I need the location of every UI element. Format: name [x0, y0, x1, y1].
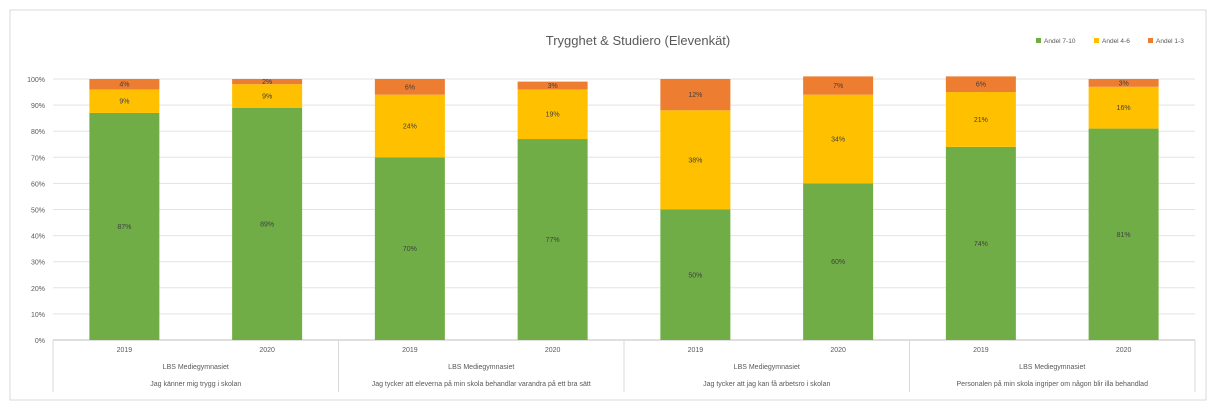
data-label: 6% — [976, 82, 986, 89]
data-label: 6% — [405, 84, 415, 91]
data-label: 9% — [262, 93, 272, 100]
bar-segment — [660, 110, 731, 210]
y-tick-label: 10% — [31, 312, 45, 319]
data-label: 38% — [688, 157, 702, 164]
bar-segment — [803, 76, 874, 95]
bar-segment — [1088, 128, 1159, 340]
data-label: 12% — [688, 92, 702, 99]
data-label: 19% — [546, 112, 560, 119]
data-label: 70% — [403, 246, 417, 253]
data-label: 50% — [688, 272, 702, 279]
bar-segment — [89, 89, 160, 113]
x-tick-label: 2019 — [402, 347, 418, 354]
question-label: Jag tycker att jag kan få arbetsro i sko… — [703, 380, 830, 388]
x-tick-label: 2020 — [1116, 347, 1132, 354]
bar-segment — [945, 146, 1016, 340]
bar-segment — [232, 84, 303, 108]
chart-border — [9, 9, 1207, 401]
data-label: 3% — [1119, 80, 1129, 87]
data-label: 9% — [119, 99, 129, 106]
y-tick-label: 40% — [31, 234, 45, 241]
x-axis: 2019 2020 LBS Mediegymnasiet Jag känner mig… — [52, 340, 1196, 392]
data-label: 7% — [833, 83, 843, 90]
data-label: 74% — [974, 241, 988, 248]
legend-swatch — [1036, 38, 1041, 43]
bar-segment — [517, 89, 588, 140]
y-tick-label: 100% — [27, 77, 45, 84]
bar-segment — [945, 92, 1016, 147]
legend-label: Andel 1-3 — [1156, 38, 1184, 45]
bars: 87% 9% 4% 89% 9% 2% 70% 24% 6% 77% 19% 3% 50% 38% 12% 6… — [89, 76, 1159, 341]
bar-segment — [803, 183, 874, 340]
bar-segment — [803, 94, 874, 184]
data-label: 4% — [119, 82, 129, 89]
chart-title: Trygghet & Studiero (Elevenkät) — [546, 33, 731, 48]
bar-segment — [660, 209, 731, 340]
legend-swatch — [1094, 38, 1099, 43]
bar-segment — [232, 107, 303, 341]
y-tick-label: 30% — [31, 260, 45, 267]
bar-segment — [374, 79, 445, 95]
data-label: 34% — [831, 137, 845, 144]
school-label: LBS Mediegymnasiet — [1019, 364, 1085, 371]
bar-segment — [1088, 86, 1159, 129]
question-label: Jag känner mig trygg i skolan — [150, 381, 241, 388]
bar-segment — [89, 112, 160, 341]
y-tick-label: 90% — [31, 103, 45, 110]
question-label: Personalen på min skola ingriper om någo… — [957, 380, 1149, 388]
x-tick-label: 2019 — [973, 347, 989, 354]
x-tick-label: 2019 — [688, 347, 704, 354]
data-label: 21% — [974, 117, 988, 124]
x-tick-label: 2019 — [117, 347, 133, 354]
data-label: 89% — [260, 221, 274, 228]
data-label: 16% — [1117, 105, 1131, 112]
data-label: 24% — [403, 123, 417, 130]
y-tick-label: 80% — [31, 129, 45, 136]
bar-segment — [374, 94, 445, 158]
legend: Andel 7-10 Andel 4-6 Andel 1-3 — [1036, 38, 1184, 45]
x-tick-label: 2020 — [259, 347, 275, 354]
data-label: 60% — [831, 259, 845, 266]
bar-segment — [945, 76, 1016, 93]
bar-segment — [374, 157, 445, 340]
school-label: LBS Mediegymnasiet — [734, 364, 800, 371]
bar-segment — [89, 79, 160, 90]
data-label: 87% — [117, 224, 131, 231]
y-tick-label: 70% — [31, 155, 45, 162]
y-tick-label: 0% — [35, 338, 45, 345]
data-label: 77% — [546, 237, 560, 244]
bar-segment — [1088, 79, 1159, 87]
school-label: LBS Mediegymnasiet — [448, 364, 514, 371]
school-label: LBS Mediegymnasiet — [163, 364, 229, 371]
data-label: 81% — [1117, 232, 1131, 239]
y-axis: 0% 10% 20% 30% 40% 50% 60% 70% 80% 90% 100% — [27, 77, 45, 345]
y-tick-label: 60% — [31, 181, 45, 188]
legend-swatch — [1148, 38, 1153, 43]
question-label: Jag tycker att eleverna på min skola beh… — [372, 380, 591, 388]
bar-segment — [232, 79, 303, 85]
bar-segment — [517, 81, 588, 90]
x-tick-label: 2020 — [545, 347, 561, 354]
bar-segment — [660, 79, 731, 111]
bar-segment — [517, 139, 588, 340]
y-tick-label: 50% — [31, 208, 45, 215]
legend-label: Andel 4-6 — [1102, 38, 1130, 45]
x-tick-label: 2020 — [830, 347, 846, 354]
y-tick-label: 20% — [31, 286, 45, 293]
data-label: 2% — [262, 79, 272, 86]
data-label: 3% — [548, 83, 558, 90]
legend-label: Andel 7-10 — [1044, 38, 1076, 45]
